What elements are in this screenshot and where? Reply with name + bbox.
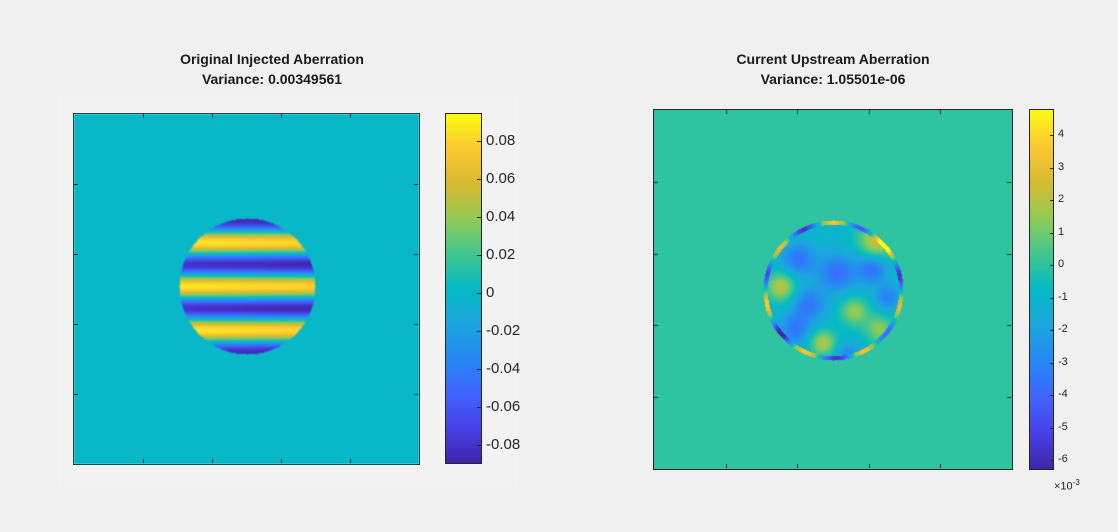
axis-tick (1007, 397, 1011, 398)
colorbar-tick-label: -1 (1058, 290, 1068, 303)
colorbar-tick-label: -0.02 (486, 321, 521, 339)
colorbar-tick-label: -0.06 (486, 397, 521, 415)
left-colorbar-gradient (446, 114, 481, 463)
colorbar-tick (477, 141, 481, 143)
axis-tick (940, 110, 941, 114)
colorbar-tick (1050, 362, 1053, 364)
colorbar-tick (1050, 265, 1053, 267)
colorbar-tick-label: 0.08 (486, 132, 516, 150)
axis-tick (1007, 325, 1011, 326)
axis-tick (940, 464, 941, 468)
axis-tick (797, 464, 798, 468)
left-chart-title: Original Injected Aberration Variance: 0… (72, 49, 472, 89)
axis-tick (74, 394, 78, 395)
right-subtitle-text: Variance: 1.05501e-06 (760, 71, 906, 87)
right-colorbar (1029, 109, 1054, 470)
colorbar-tick-label: -0.04 (486, 359, 521, 377)
colorbar-tick-label: 0 (486, 283, 495, 301)
right-chart-title: Current Upstream Aberration Variance: 1.… (633, 49, 1033, 89)
axis-tick (726, 110, 727, 114)
colorbar-tick-label: -4 (1058, 388, 1068, 401)
axis-tick (869, 464, 870, 468)
colorbar-tick (477, 179, 481, 181)
axis-tick (414, 324, 418, 325)
colorbar-tick (1050, 297, 1053, 299)
colorbar-tick (477, 255, 481, 257)
right-colorbar-gradient (1030, 110, 1053, 469)
colorbar-tick (477, 331, 481, 333)
axis-tick (414, 394, 418, 395)
colorbar-tick (1050, 135, 1053, 137)
colorbar-tick-label: 3 (1058, 160, 1065, 173)
colorbar-tick (1050, 427, 1053, 429)
exponent-base: ×10 (1054, 480, 1073, 493)
axis-tick (654, 397, 658, 398)
left-title-text: Original Injected Aberration (180, 51, 364, 67)
left-subtitle-text: Variance: 0.00349561 (201, 71, 343, 87)
colorbar-tick-label: 0.04 (486, 208, 516, 226)
colorbar-tick-label: 0.06 (486, 170, 516, 188)
colorbar-tick (1050, 460, 1053, 462)
exponent-power: -3 (1072, 478, 1080, 487)
axis-tick (281, 459, 282, 463)
right-heatmap-axes (653, 109, 1013, 470)
left-colorbar (445, 113, 482, 464)
axis-tick (869, 110, 870, 114)
axis-tick (654, 325, 658, 326)
axis-tick (281, 114, 282, 118)
colorbar-tick (1050, 200, 1053, 202)
colorbar-tick-label: 2 (1058, 193, 1065, 206)
axis-tick (414, 184, 418, 185)
axis-tick (654, 182, 658, 183)
axis-tick (1007, 254, 1011, 255)
axis-tick (414, 254, 418, 255)
right-colorbar-exponent: ×10-3 (1054, 478, 1080, 493)
colorbar-tick-label: 4 (1058, 128, 1065, 141)
axis-tick (212, 459, 213, 463)
axis-tick (350, 114, 351, 118)
right-heatmap-image (654, 110, 1012, 469)
axis-tick (1007, 182, 1011, 183)
axis-tick (74, 184, 78, 185)
colorbar-tick (1050, 167, 1053, 169)
left-heatmap-axes (73, 113, 420, 465)
colorbar-tick (477, 217, 481, 219)
colorbar-tick (477, 293, 481, 295)
colorbar-tick-label: 0 (1058, 258, 1065, 271)
colorbar-tick (477, 445, 481, 447)
axis-tick (726, 464, 727, 468)
colorbar-tick (477, 369, 481, 371)
axis-tick (797, 110, 798, 114)
colorbar-tick-label: -5 (1058, 420, 1068, 433)
axis-tick (74, 254, 78, 255)
colorbar-tick (1050, 395, 1053, 397)
axis-tick (74, 324, 78, 325)
colorbar-tick (477, 407, 481, 409)
left-heatmap-image (74, 114, 419, 464)
colorbar-tick-label: -6 (1058, 453, 1068, 466)
colorbar-tick-label: 1 (1058, 225, 1065, 238)
colorbar-tick-label: 0.02 (486, 245, 516, 263)
axis-tick (350, 459, 351, 463)
colorbar-tick (1050, 232, 1053, 234)
colorbar-tick (1050, 330, 1053, 332)
colorbar-tick-label: -0.08 (486, 435, 521, 453)
right-title-text: Current Upstream Aberration (736, 51, 930, 67)
colorbar-tick-label: -2 (1058, 323, 1068, 336)
axis-tick (212, 114, 213, 118)
axis-tick (143, 459, 144, 463)
axis-tick (143, 114, 144, 118)
colorbar-tick-label: -3 (1058, 355, 1068, 368)
axis-tick (654, 254, 658, 255)
